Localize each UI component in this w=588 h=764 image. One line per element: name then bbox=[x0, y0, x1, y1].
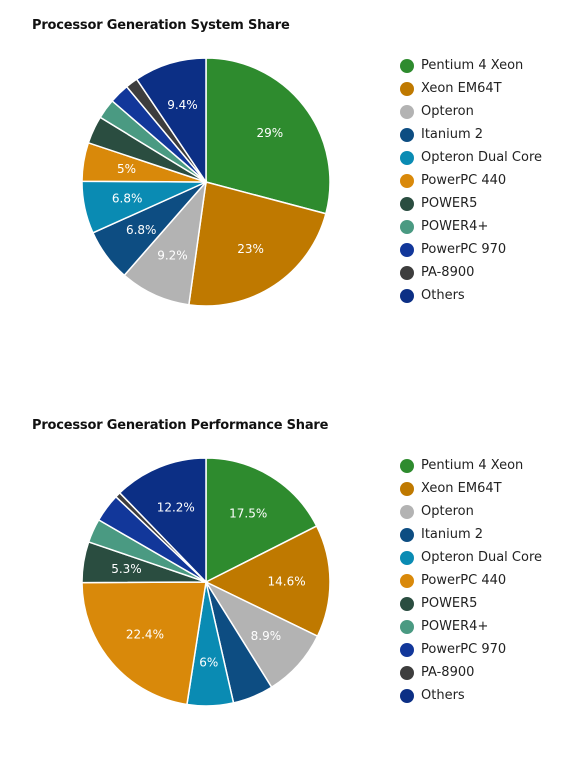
legend-item-xeon-em64t: Xeon EM64T bbox=[400, 477, 542, 500]
legend-swatch bbox=[400, 527, 414, 542]
legend-label: POWER5 bbox=[421, 196, 478, 211]
chart-title: Processor Generation System Share bbox=[32, 18, 290, 33]
legend-item-power5: POWER5 bbox=[400, 592, 542, 615]
slice-value-label: 8.9% bbox=[251, 629, 281, 643]
legend-swatch bbox=[400, 104, 414, 119]
legend-swatch bbox=[400, 619, 414, 634]
pie-slice-pentium-4-xeon bbox=[205, 457, 318, 584]
slice-value-label: 6% bbox=[199, 656, 218, 670]
legend-item-opteron-dual-core: Opteron Dual Core bbox=[400, 546, 542, 569]
legend-label: Others bbox=[421, 288, 465, 303]
legend-item-powerpc-440: PowerPC 440 bbox=[400, 569, 542, 592]
slice-value-label: 6.8% bbox=[112, 192, 143, 206]
legend-item-others: Others bbox=[400, 284, 542, 307]
pie-slice-xeon-em64t bbox=[188, 181, 327, 307]
legend-item-itanium-2: Itanium 2 bbox=[400, 123, 542, 146]
legend-swatch bbox=[400, 196, 414, 211]
legend-swatch bbox=[400, 81, 414, 96]
legend-item-others: Others bbox=[400, 684, 542, 707]
legend-item-power4: POWER4+ bbox=[400, 215, 542, 238]
legend-swatch bbox=[400, 550, 414, 565]
legend-item-powerpc-970: PowerPC 970 bbox=[400, 638, 542, 661]
legend-swatch bbox=[400, 504, 414, 519]
legend-label: Itanium 2 bbox=[421, 527, 484, 542]
legend-swatch bbox=[400, 242, 414, 257]
legend-swatch bbox=[400, 58, 414, 73]
legend-label: PA-8900 bbox=[421, 665, 475, 680]
legend-label: POWER5 bbox=[421, 596, 478, 611]
legend-item-powerpc-970: PowerPC 970 bbox=[400, 238, 542, 261]
slice-value-label: 29% bbox=[257, 126, 284, 140]
legend-swatch bbox=[400, 458, 414, 473]
legend-item-opteron: Opteron bbox=[400, 500, 542, 523]
legend-label: Xeon EM64T bbox=[421, 81, 502, 96]
pie-slice-powerpc-440 bbox=[81, 581, 207, 706]
legend-label: PA-8900 bbox=[421, 265, 475, 280]
legend-item-opteron: Opteron bbox=[400, 100, 542, 123]
legend-item-power4: POWER4+ bbox=[400, 615, 542, 638]
legend-swatch bbox=[400, 219, 414, 234]
legend-swatch bbox=[400, 596, 414, 611]
slice-value-label: 12.2% bbox=[157, 500, 195, 514]
performance-share-pie: 17.5% 14.6% 8.9% 6% 22.4% 5.3% 12.2% bbox=[81, 457, 331, 707]
slice-value-label: 6.8% bbox=[126, 223, 156, 237]
legend-label: Opteron Dual Core bbox=[421, 550, 543, 565]
legend-swatch bbox=[400, 150, 414, 165]
pie-slice-pentium-4-xeon bbox=[205, 57, 331, 215]
slice-value-label: 5.3% bbox=[111, 562, 141, 576]
legend-item-pentium-4-xeon: Pentium 4 Xeon bbox=[400, 454, 542, 477]
legend-swatch bbox=[400, 173, 414, 188]
legend-label: Opteron bbox=[421, 504, 474, 519]
legend-label: Pentium 4 Xeon bbox=[421, 458, 524, 473]
legend-item-xeon-em64t: Xeon EM64T bbox=[400, 77, 542, 100]
slice-value-label: 17.5% bbox=[229, 506, 267, 520]
pie-slice-xeon-em64t bbox=[204, 525, 331, 638]
legend-label: Itanium 2 bbox=[421, 127, 484, 142]
system-share-legend: Pentium 4 Xeon Xeon EM64T Opteron Itanium 2… bbox=[400, 54, 542, 307]
legend-item-itanium-2: Itanium 2 bbox=[400, 523, 542, 546]
system-share-panel: Processor Generation System Share 29% 23%… bbox=[0, 0, 588, 364]
legend-label: Pentium 4 Xeon bbox=[421, 58, 524, 73]
legend-label: PowerPC 440 bbox=[421, 573, 507, 588]
slice-value-label: 5% bbox=[117, 162, 136, 176]
slice-value-label: 23% bbox=[237, 242, 264, 256]
legend-label: POWER4+ bbox=[421, 619, 489, 634]
slice-value-label: 9.4% bbox=[167, 98, 198, 112]
legend-swatch bbox=[400, 127, 414, 142]
system-share-pie: 29%23%9.2%6.8%6.8%5%9.4% bbox=[81, 57, 331, 307]
pie-slice-others bbox=[135, 57, 207, 185]
legend-item-powerpc-440: PowerPC 440 bbox=[400, 169, 542, 192]
slice-value-label: 14.6% bbox=[268, 574, 306, 588]
legend-label: Opteron bbox=[421, 104, 474, 119]
legend-item-pentium-4-xeon: Pentium 4 Xeon bbox=[400, 54, 542, 77]
pie-slice-others bbox=[118, 457, 207, 584]
legend-label: Xeon EM64T bbox=[421, 481, 502, 496]
legend-item-power5: POWER5 bbox=[400, 192, 542, 215]
legend-swatch bbox=[400, 573, 414, 588]
chart-title: Processor Generation Performance Share bbox=[32, 418, 329, 433]
legend-label: Others bbox=[421, 688, 465, 703]
performance-share-legend: Pentium 4 Xeon Xeon EM64T Opteron Itanium 2… bbox=[400, 454, 542, 707]
legend-swatch bbox=[400, 642, 414, 657]
legend-label: POWER4+ bbox=[421, 219, 489, 234]
legend-swatch bbox=[400, 688, 414, 703]
slice-value-label: 22.4% bbox=[126, 628, 164, 642]
legend-item-pa-8900: PA-8900 bbox=[400, 661, 542, 684]
legend-item-pa-8900: PA-8900 bbox=[400, 261, 542, 284]
legend-swatch bbox=[400, 288, 414, 303]
legend-label: PowerPC 970 bbox=[421, 242, 507, 257]
slice-value-label: 9.2% bbox=[157, 248, 188, 262]
legend-label: PowerPC 970 bbox=[421, 642, 507, 657]
legend-swatch bbox=[400, 265, 414, 280]
performance-share-panel: Processor Generation Performance Share 1… bbox=[0, 400, 588, 764]
legend-label: Opteron Dual Core bbox=[421, 150, 543, 165]
legend-label: PowerPC 440 bbox=[421, 173, 507, 188]
legend-swatch bbox=[400, 481, 414, 496]
legend-item-opteron-dual-core: Opteron Dual Core bbox=[400, 146, 542, 169]
legend-swatch bbox=[400, 665, 414, 680]
